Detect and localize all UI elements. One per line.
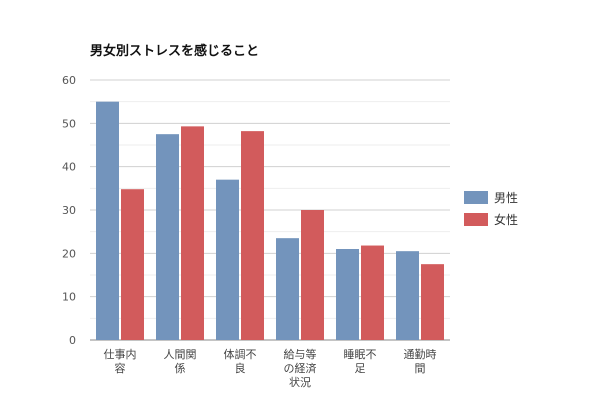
bar-female — [301, 210, 324, 340]
bar-male — [396, 251, 419, 340]
gridlines — [90, 79, 450, 341]
legend-swatch-female — [464, 213, 488, 226]
legend-swatch-male — [464, 191, 488, 204]
y-tick-label: 40 — [62, 161, 76, 174]
y-tick-label: 60 — [62, 74, 76, 87]
bar-female — [241, 131, 264, 340]
y-tick-label: 10 — [62, 291, 76, 304]
y-axis: 0 10 20 30 40 50 60 — [62, 74, 76, 347]
x-tick-label: 容 — [115, 361, 126, 375]
y-tick-label: 0 — [69, 334, 76, 347]
bar-male — [336, 249, 359, 340]
x-tick-label: 仕事内 — [104, 347, 137, 361]
legend-label-male: 男性 — [494, 191, 518, 205]
x-tick-label: 睡眠不 — [344, 348, 377, 361]
bar-female — [181, 126, 204, 340]
x-tick-label: 間 — [415, 362, 426, 375]
y-tick-label: 50 — [62, 117, 76, 130]
chart-title: 男女別ストレスを感じること — [90, 43, 259, 59]
bar-male — [156, 134, 179, 340]
x-tick-label: 足 — [355, 362, 366, 375]
x-tick-label: 体調不 — [224, 347, 257, 361]
x-tick-label: 通勤時 — [404, 348, 437, 361]
x-tick-label: 給与等 — [284, 347, 317, 361]
x-tick-label: の経済 — [284, 361, 317, 375]
bar-male — [216, 179, 239, 340]
bar-female — [361, 245, 384, 340]
bar-male — [96, 101, 119, 341]
x-tick-label: 人間関 — [164, 348, 197, 361]
legend-label-female: 女性 — [494, 212, 518, 227]
y-tick-label: 30 — [62, 204, 76, 217]
bars — [96, 101, 444, 341]
y-tick-label: 20 — [62, 247, 76, 260]
legend: 男性 女性 — [464, 191, 518, 227]
bar-female — [421, 264, 444, 340]
x-tick-label: 状況 — [289, 375, 311, 389]
x-tick-label: 係 — [175, 362, 186, 375]
x-tick-label: 良 — [235, 361, 246, 375]
bar-female — [121, 189, 144, 340]
bar-male — [276, 238, 299, 340]
